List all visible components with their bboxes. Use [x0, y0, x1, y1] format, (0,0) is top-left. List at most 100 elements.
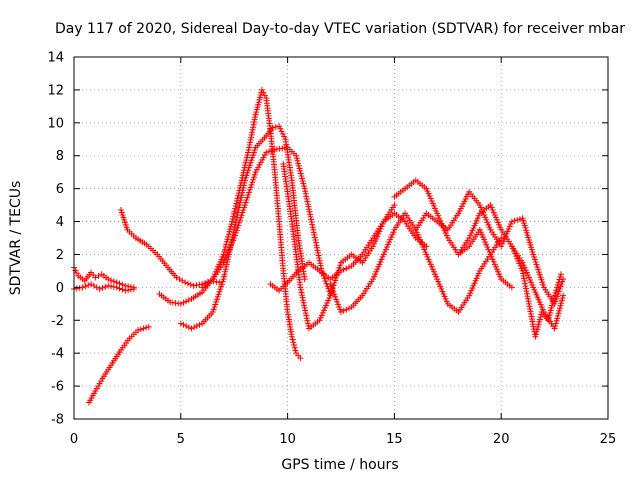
data-point — [191, 324, 198, 331]
data-point — [289, 336, 296, 343]
plot-frame — [73, 56, 609, 420]
data-point — [319, 270, 326, 277]
data-point — [332, 277, 339, 284]
data-point — [245, 147, 252, 154]
data-point — [193, 323, 200, 330]
y-axis-title: SDTVAR / TECUs — [8, 181, 24, 296]
data-point — [227, 226, 234, 233]
data-point — [298, 289, 305, 296]
tick-layer: 0 5 10 15 20 25 -8 -6 -4 -2 0 2 4 6 8 10 12 14 — [47, 51, 616, 448]
data-point — [553, 287, 560, 294]
data-point — [110, 278, 117, 285]
data-point — [301, 276, 308, 283]
data-point — [241, 177, 248, 184]
data-point — [271, 146, 278, 153]
data-point — [228, 221, 235, 228]
data-point — [245, 149, 252, 156]
data-point — [226, 228, 233, 235]
data-point — [552, 289, 559, 296]
data-point — [308, 219, 315, 226]
data-point — [233, 197, 240, 204]
data-point — [237, 214, 244, 221]
data-point — [247, 184, 254, 191]
data-point — [196, 321, 203, 328]
data-point — [305, 206, 312, 213]
data-point — [535, 266, 542, 273]
data-point — [177, 320, 184, 327]
data-point — [536, 271, 543, 278]
data-point — [558, 300, 565, 307]
grid-layer — [74, 57, 608, 419]
data-point — [272, 123, 279, 130]
data-point — [516, 216, 523, 223]
data-point — [340, 307, 347, 314]
data-point — [221, 246, 228, 253]
data-point — [102, 283, 109, 290]
data-point — [343, 265, 350, 272]
data-point — [294, 157, 301, 164]
data-point — [182, 279, 189, 286]
data-point — [336, 264, 343, 271]
data-point — [219, 278, 226, 285]
data-point — [530, 251, 537, 258]
data-point — [113, 284, 120, 291]
data-point — [531, 256, 538, 263]
data-point — [338, 309, 344, 316]
data-point — [220, 251, 227, 258]
data-point — [236, 217, 243, 224]
data-point — [110, 283, 117, 290]
data-point — [187, 281, 194, 288]
data-point — [314, 247, 321, 254]
data-point — [232, 232, 239, 239]
data-point — [297, 286, 304, 293]
data-point — [234, 224, 241, 231]
data-point — [552, 320, 559, 327]
data-point — [246, 186, 253, 193]
data-point — [346, 264, 353, 271]
data-point — [537, 274, 544, 281]
data-point — [108, 277, 115, 284]
data-point — [212, 301, 219, 308]
data-point — [333, 274, 340, 281]
data-point — [303, 193, 310, 200]
data-point — [297, 170, 304, 177]
data-point — [327, 281, 334, 288]
data-point — [557, 273, 564, 280]
data-point — [557, 302, 564, 309]
data-point — [249, 154, 256, 161]
data-point — [335, 301, 342, 308]
data-point — [288, 333, 295, 340]
data-point — [297, 355, 304, 362]
data-series — [508, 243, 565, 340]
data-point — [236, 219, 243, 226]
data-point — [137, 326, 144, 333]
data-point — [122, 287, 129, 294]
data-point — [302, 188, 309, 195]
x-tick-label: 15 — [386, 432, 403, 447]
data-point — [278, 128, 285, 135]
data-point — [240, 207, 247, 214]
data-point — [116, 285, 123, 292]
data-point — [310, 229, 317, 236]
x-tick-label: 20 — [493, 432, 510, 447]
data-point — [299, 178, 306, 185]
y-tick-label: -8 — [51, 413, 64, 428]
data-point — [553, 317, 560, 324]
data-point — [217, 286, 224, 293]
data-point — [72, 267, 79, 274]
data-point — [291, 344, 298, 351]
data-point — [239, 209, 246, 216]
data-point — [145, 323, 152, 330]
data-point — [302, 310, 309, 317]
data-point — [311, 231, 318, 238]
data-point — [540, 281, 547, 288]
data-point — [538, 276, 545, 283]
data-point — [300, 180, 307, 187]
data-point — [216, 288, 223, 295]
data-point — [533, 261, 540, 268]
y-tick-label: -2 — [51, 314, 64, 329]
data-point — [333, 296, 340, 303]
data-point — [99, 284, 106, 291]
data-point — [245, 164, 252, 171]
x-tick-label: 10 — [279, 432, 296, 447]
